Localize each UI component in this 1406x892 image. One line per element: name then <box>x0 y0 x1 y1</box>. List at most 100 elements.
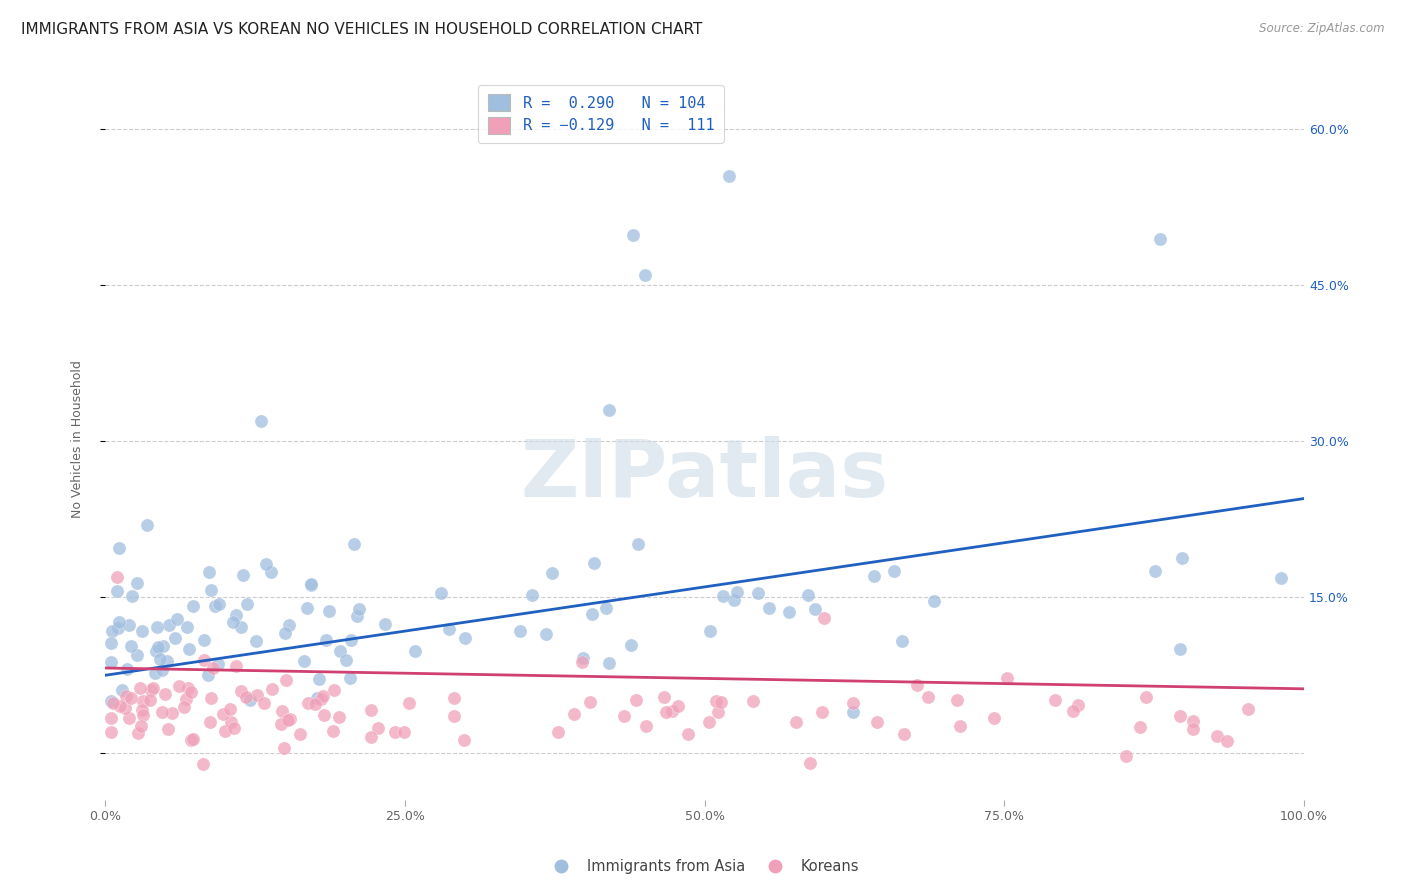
Point <box>891 634 914 648</box>
Point <box>343 537 366 551</box>
Point <box>1270 571 1292 585</box>
Point <box>636 719 658 733</box>
Point <box>1066 698 1088 712</box>
Point <box>571 655 593 669</box>
Point <box>131 624 153 638</box>
Point <box>534 627 557 641</box>
Point <box>367 721 389 735</box>
Legend: Immigrants from Asia, Koreans: Immigrants from Asia, Koreans <box>541 854 865 880</box>
Point <box>273 740 295 755</box>
Point <box>108 699 131 714</box>
Point <box>231 620 253 634</box>
Point <box>150 663 173 677</box>
Point <box>443 709 465 723</box>
Point <box>384 724 406 739</box>
Point <box>842 696 865 710</box>
Point <box>699 624 721 638</box>
Point <box>541 566 564 580</box>
Point <box>131 704 153 718</box>
Point <box>201 660 224 674</box>
Point <box>312 690 335 704</box>
Point <box>626 693 648 707</box>
Point <box>100 710 122 724</box>
Point <box>250 413 273 427</box>
Point <box>245 633 267 648</box>
Point <box>706 706 728 720</box>
Point <box>652 690 675 705</box>
Point <box>598 403 620 417</box>
Point <box>197 565 219 579</box>
Point <box>100 724 122 739</box>
Point <box>278 712 301 726</box>
Point <box>108 541 131 555</box>
Point <box>335 653 357 667</box>
Point <box>509 624 531 639</box>
Point <box>208 597 231 611</box>
Point <box>167 679 190 693</box>
Legend: R =  0.290   N = 104, R = −0.129   N =  111: R = 0.290 N = 104, R = −0.129 N = 111 <box>478 85 724 143</box>
Point <box>150 705 173 719</box>
Point <box>180 733 202 747</box>
Point <box>307 690 329 705</box>
Point <box>710 695 733 709</box>
Point <box>156 654 179 668</box>
Point <box>198 714 221 729</box>
Point <box>200 583 222 598</box>
Point <box>115 662 138 676</box>
Point <box>811 705 834 719</box>
Point <box>100 656 122 670</box>
Point <box>723 593 745 607</box>
Point <box>135 517 157 532</box>
Point <box>949 719 972 733</box>
Point <box>347 602 370 616</box>
Point <box>340 632 363 647</box>
Point <box>197 667 219 681</box>
Point <box>803 602 825 616</box>
Point <box>271 704 294 718</box>
Point <box>207 657 229 671</box>
Point <box>225 658 247 673</box>
Point <box>1115 749 1137 764</box>
Point <box>697 715 720 730</box>
Point <box>107 621 129 635</box>
Point <box>180 685 202 699</box>
Point <box>329 644 352 658</box>
Point <box>146 640 169 654</box>
Point <box>1135 690 1157 704</box>
Point <box>253 696 276 710</box>
Point <box>453 632 475 646</box>
Point <box>595 601 617 615</box>
Point <box>339 671 361 685</box>
Point <box>173 699 195 714</box>
Point <box>612 709 634 723</box>
Point <box>260 565 283 579</box>
Point <box>163 632 186 646</box>
Point <box>1236 702 1258 716</box>
Point <box>204 599 226 613</box>
Point <box>254 557 277 571</box>
Point <box>309 692 332 706</box>
Point <box>717 169 740 184</box>
Point <box>620 638 643 652</box>
Point <box>181 732 204 747</box>
Point <box>111 682 134 697</box>
Point <box>439 622 461 636</box>
Point <box>129 681 152 695</box>
Point <box>274 673 297 687</box>
Point <box>299 576 322 591</box>
Point <box>304 697 326 711</box>
Point <box>661 704 683 718</box>
Point <box>120 640 142 654</box>
Point <box>274 625 297 640</box>
Point <box>232 568 254 582</box>
Point <box>222 615 245 629</box>
Point <box>166 612 188 626</box>
Text: ZIPatlas: ZIPatlas <box>520 436 889 514</box>
Point <box>246 688 269 702</box>
Point <box>983 710 1005 724</box>
Point <box>181 599 204 613</box>
Point <box>328 710 350 724</box>
Point <box>398 696 420 710</box>
Point <box>797 588 820 602</box>
Point <box>176 620 198 634</box>
